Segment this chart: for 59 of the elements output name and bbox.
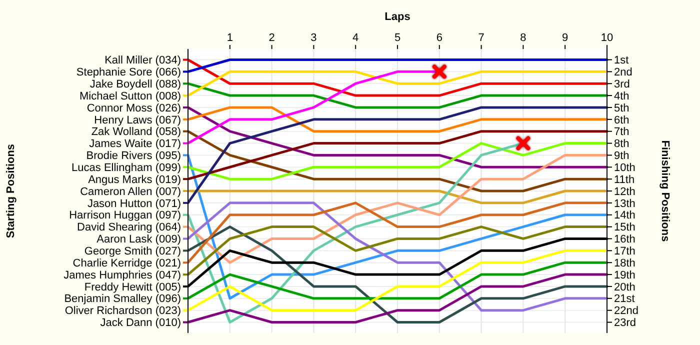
y-axis-title: Finishing Positions [659, 140, 671, 242]
y-tick-label: 22nd [614, 305, 638, 318]
y-tick-label: 9th [614, 150, 630, 162]
y-tick-label: 4th [614, 90, 630, 102]
legend-label: James Humphries (047) [64, 269, 181, 282]
y-tick-label: 11th [614, 174, 635, 186]
x-tick-label: 6 [436, 32, 442, 44]
x-axis-title: Laps [384, 11, 410, 23]
y-tick-label: 15th [614, 222, 636, 234]
legend-label: Angus Marks (019) [88, 174, 181, 186]
legend-label: Charlie Kerridge (021) [72, 257, 181, 270]
y-tick-label: 23rd [614, 317, 636, 330]
legend-label: Aaron Lask (009) [96, 234, 181, 246]
y-tick-label: 14th [614, 210, 636, 222]
legend-label: Connor Moss (026) [86, 102, 181, 114]
x-tick-label: 7 [478, 32, 484, 44]
legend-label: Zak Wolland (058) [91, 126, 181, 138]
y-tick-label: 1st [614, 54, 629, 67]
legend-label: Jason Hutton (071) [87, 198, 181, 210]
y-tick-label: 20th [614, 281, 636, 294]
legend-label: James Waite (017) [89, 138, 181, 150]
y-tick-label: 16th [614, 234, 636, 246]
legend-label: Jack Dann (010) [100, 317, 181, 330]
y-tick-label: 5th [614, 102, 630, 114]
legend-label: Harrison Huggan (097) [69, 210, 181, 222]
legend-label: Brodie Rivers (095) [86, 150, 181, 162]
y-tick-label: 7th [614, 126, 630, 138]
legend-label: Lucas Ellingham (099) [72, 162, 181, 174]
legend-label: Stephanie Sore (066) [76, 66, 181, 79]
y-tick-label: 17th [614, 246, 636, 258]
text: Starting Positions [5, 144, 17, 238]
legend-label: Freddy Hewitt (005) [84, 281, 181, 294]
x-tick-label: 10 [600, 32, 614, 44]
legend-label: George Smith (027) [84, 246, 181, 258]
y-tick-label: 10th [614, 162, 636, 174]
y-tick-label: 13th [614, 198, 636, 210]
x-tick-label: 8 [520, 32, 526, 44]
y-tick-label: 8th [614, 138, 630, 150]
legend-label: David Shearing (064) [77, 222, 181, 234]
y-tick-label: 12th [614, 186, 636, 198]
legend-label: Michael Sutton (008) [80, 90, 181, 102]
y-tick-label: 6th [614, 114, 630, 126]
y-tick-label: 2nd [614, 66, 632, 79]
y-tick-label: 19th [614, 269, 636, 282]
y-tick-label: 18th [614, 257, 636, 270]
legend-label: Kall Miller (034) [104, 54, 181, 67]
y-tick-label: 3rd [614, 78, 630, 90]
legend-label: Cameron Allen (007) [80, 186, 181, 198]
x-tick-label: 4 [352, 32, 359, 44]
legend-label: Oliver Richardson (023) [64, 305, 181, 318]
x-tick-label: 1 [226, 32, 233, 44]
legend-label: Jake Boydell (088) [90, 78, 181, 90]
x-tick-label: 5 [394, 32, 401, 44]
y-tick-label: 21st [614, 293, 635, 306]
x-tick-label: 3 [310, 32, 317, 44]
legend-label: Benjamin Smalley (096) [64, 293, 181, 306]
legend-label: Henry Laws (067) [94, 114, 181, 126]
x-tick-label: 2 [268, 32, 275, 44]
x-tick-label: 9 [562, 32, 568, 44]
